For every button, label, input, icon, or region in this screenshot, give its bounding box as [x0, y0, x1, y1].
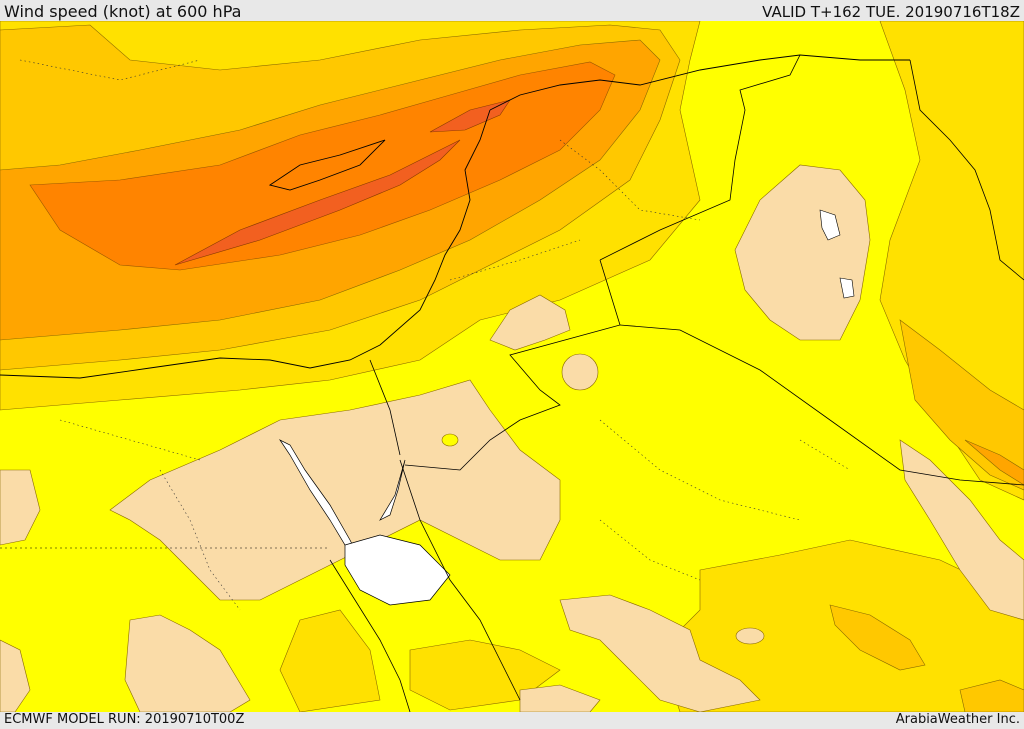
calm-region-east-desert: [899, 439, 1024, 621]
cyprus-island: [268, 139, 386, 191]
wind-band-3-east: [899, 319, 1024, 491]
egypt-israel-border: [369, 359, 401, 456]
turkey-south-coast: [489, 54, 910, 111]
red-sea-coast-west: [329, 559, 411, 712]
calm-region-arabia: [559, 594, 761, 712]
calm-patch-3: [441, 433, 459, 447]
wind-band-2-red-sea: [279, 609, 381, 712]
wind-band-4-east: [964, 439, 1024, 486]
calm-patch-2: [735, 627, 765, 645]
red-sea-north: [344, 534, 451, 606]
mediterranean-coast: [0, 109, 491, 379]
lake-syria-1: [819, 209, 841, 241]
model-run-label: ECMWF MODEL RUN: 20190710T00Z: [4, 712, 245, 727]
admin-boundaries-arabia: [599, 419, 851, 581]
calm-region-southwest: [0, 639, 31, 712]
header-bar: Wind speed (knot) at 600 hPa VALID T+162…: [0, 0, 1024, 21]
syria-iraq-border: [599, 54, 801, 261]
calm-region-syria: [734, 164, 871, 341]
credit-label: ArabiaWeather Inc.: [895, 712, 1020, 727]
saudi-iraq-border: [619, 324, 1024, 486]
lake-syria-2: [839, 277, 855, 299]
wind-band-3-southeast: [959, 679, 1024, 712]
iraq-iran-border: [909, 59, 1024, 281]
map-title: Wind speed (knot) at 600 hPa: [4, 2, 242, 21]
calm-region-jordan: [489, 294, 571, 351]
wind-band-2-east: [879, 21, 1024, 501]
red-sea-coast-east: [399, 459, 521, 701]
admin-boundaries-egypt: [59, 419, 241, 611]
jordan-border: [404, 259, 621, 471]
admin-boundaries-north: [19, 59, 701, 281]
wind-band-6-core-east: [429, 99, 511, 133]
gulf-of-aqaba: [379, 459, 406, 521]
calm-region-hejaz-south: [519, 684, 601, 712]
footer-bar: ECMWF MODEL RUN: 20190710T00Z ArabiaWeat…: [0, 712, 1024, 729]
calm-region-nile: [124, 614, 251, 712]
map-canvas: [0, 21, 1024, 712]
calm-patch-1: [561, 353, 599, 391]
wind-band-3-south: [829, 604, 926, 671]
calm-region-west: [0, 469, 41, 546]
wind-band-6-core: [174, 139, 461, 266]
wind-speed-map: [0, 21, 1024, 712]
valid-time-label: VALID T+162 TUE. 20190716T18Z: [762, 3, 1020, 21]
